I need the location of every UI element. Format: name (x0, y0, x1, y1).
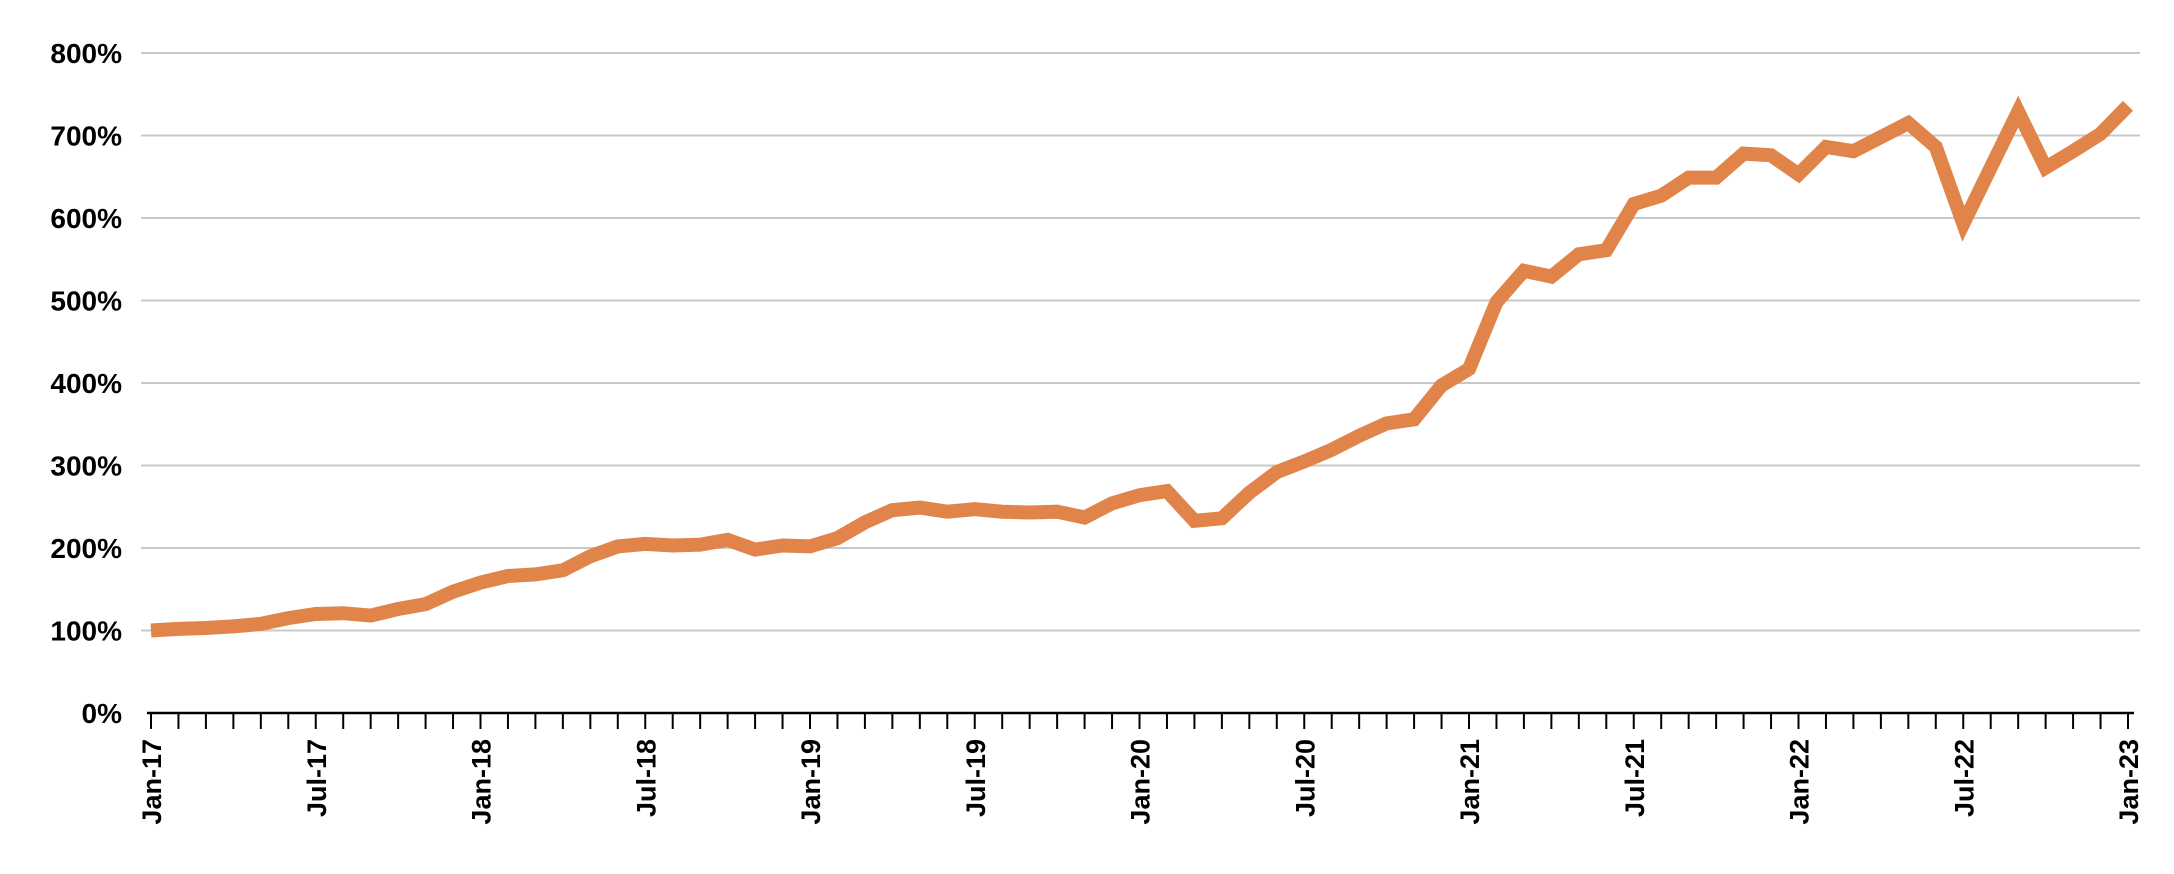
x-tick-label: Jan-23 (2114, 739, 2144, 825)
y-tick-label: 400% (50, 368, 122, 399)
y-tick-label: 700% (50, 121, 122, 152)
y-tick-label: 300% (50, 451, 122, 482)
y-tick-label: 800% (50, 38, 122, 69)
gridlines (141, 52, 2140, 632)
x-tick-label: Jul-22 (1949, 739, 1979, 817)
y-tick-label: 500% (50, 286, 122, 317)
x-tick-label: Jul-19 (961, 739, 991, 817)
x-axis-tick-labels: Jan-17 Jul-17 Jan-18 Jul-18 Jan-19 Jul-19 Jan-… (137, 739, 2144, 825)
x-tick-label: Jul-18 (631, 739, 661, 817)
x-tick-label: Jul-21 (1620, 739, 1650, 817)
y-tick-label: 0% (82, 698, 123, 729)
x-axis (147, 711, 2134, 729)
x-tick-label: Jan-18 (467, 739, 497, 825)
x-tick-label: Jul-17 (302, 739, 332, 817)
y-tick-label: 200% (50, 533, 122, 564)
y-axis-tick-labels: 0% 100% 200% 300% 400% 500% 600% 700% 800% (50, 38, 122, 729)
series-layer (150, 95, 2134, 638)
y-tick-label: 100% (50, 616, 122, 647)
y-tick-label: 600% (50, 203, 122, 234)
series-line (150, 95, 2134, 638)
x-tick-label: Jan-20 (1126, 739, 1156, 825)
x-tick-label: Jan-19 (796, 739, 826, 825)
x-tick-label: Jul-20 (1290, 739, 1320, 817)
x-tick-label: Jan-17 (137, 739, 167, 825)
x-tick-label: Jan-22 (1785, 739, 1815, 825)
x-tick-label: Jan-21 (1455, 739, 1485, 825)
